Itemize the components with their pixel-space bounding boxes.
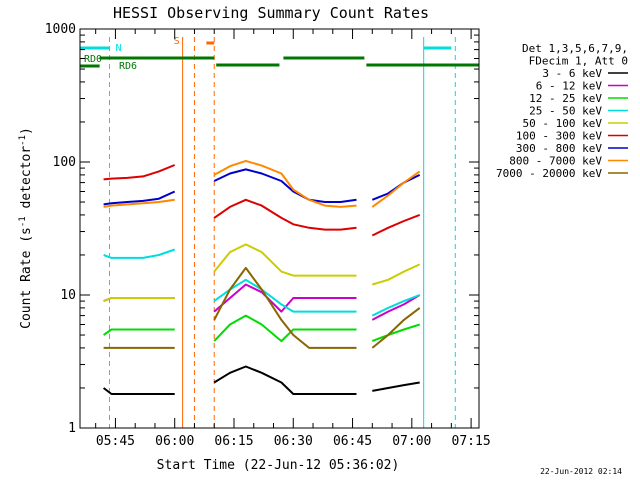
series-line — [103, 159, 421, 208]
legend-label: 6 - 12 keV — [536, 80, 603, 93]
legend-label: 12 - 25 keV — [529, 92, 602, 105]
plot-frame — [79, 28, 480, 429]
legend-label: 7000 - 20000 keV — [496, 167, 602, 180]
legend-label: 3 - 6 keV — [542, 67, 602, 80]
legend-label: 100 - 300 keV — [516, 130, 602, 143]
marker-label-n: N — [116, 43, 122, 54]
series-line — [102, 365, 420, 395]
y-tick-label: 1 — [68, 421, 76, 436]
series-line — [103, 164, 421, 237]
series-line — [103, 314, 421, 343]
x-tick-label: 07:15 — [452, 434, 491, 449]
x-tick-label: 06:15 — [214, 434, 253, 449]
legend-label: 300 - 800 keV — [516, 142, 602, 155]
legend-label: 800 - 7000 keV — [509, 155, 602, 168]
marker-label-rd6: RD6 — [119, 61, 137, 72]
chart-title: HESSI Observing Summary Count Rates — [113, 4, 429, 22]
x-tick-label: 05:45 — [96, 434, 135, 449]
legend-label: 25 - 50 keV — [529, 105, 602, 118]
x-tick-label: 06:00 — [155, 434, 194, 449]
timestamp: 22-Jun-2012 02:14 — [540, 467, 622, 476]
series-line — [103, 266, 421, 349]
series-line — [103, 243, 421, 303]
x-tick-label: 07:00 — [392, 434, 431, 449]
x-tick-label: 06:45 — [333, 434, 372, 449]
marker-label-rd0: RD0 — [84, 54, 102, 65]
y-tick-label: 100 — [53, 155, 76, 170]
marker-label-s: S — [174, 36, 180, 47]
x-axis-label: Start Time (22-Jun-12 05:36:02) — [157, 458, 400, 473]
legend: Det 1,3,5,6,7,9,FDecim 1, Att 03 - 6 keV… — [496, 42, 628, 180]
y-axis-label: Count Rate (s-1 detector-1) — [18, 127, 34, 329]
y-tick-label: 1000 — [45, 22, 76, 37]
x-tick-label: 06:30 — [274, 434, 313, 449]
legend-label: 50 - 100 keV — [523, 117, 603, 130]
legend-header: Det 1,3,5,6,7,9, — [522, 42, 628, 55]
plot-area: N S RD0 RD6 1 10 100 1000 05:45 06:00 06:15 06:30 06… — [45, 22, 491, 449]
y-tick-label: 10 — [60, 288, 76, 303]
series-line — [103, 248, 421, 317]
legend-header: FDecim 1, Att 0 — [529, 55, 628, 68]
